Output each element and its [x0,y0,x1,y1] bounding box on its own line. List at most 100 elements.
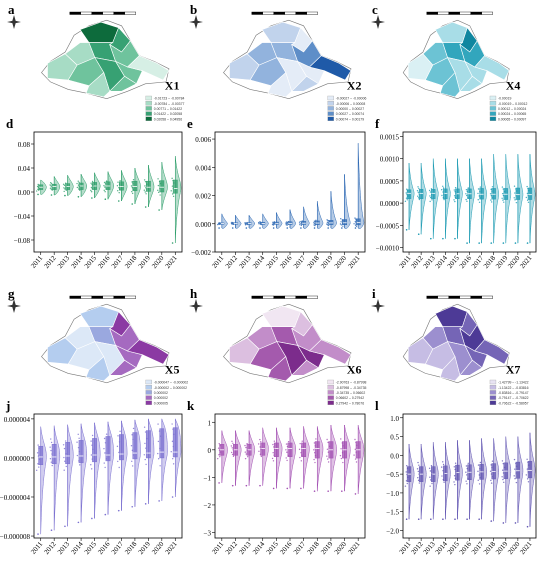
legend-swatch [327,400,334,405]
data-point [232,455,235,458]
data-point [231,447,233,449]
x-tick-label: 2013 [237,540,252,556]
x-tick-label: 2020 [150,254,165,270]
data-point [260,455,263,458]
data-point [259,446,261,448]
legend-swatch [489,395,497,400]
data-point [217,222,220,225]
scale-bar-segment [470,11,482,15]
data-point [76,454,79,457]
region-polygon [126,339,170,365]
y-tick-label: 0.000004 [4,416,31,424]
outlier-point [117,509,120,512]
data-point [513,197,515,199]
outlier-point [91,517,93,520]
data-point [526,185,528,188]
x-tick-label: 2014 [434,540,449,556]
data-point [157,423,159,425]
data-point [528,464,530,466]
legend-label: 0.00027 – 0.00074 [336,112,364,116]
data-point [429,195,431,197]
data-point [118,451,120,454]
x-tick-label: 2021 [518,540,533,556]
panel-label-k: k [187,398,195,413]
data-point [513,458,516,461]
data-point [117,460,119,463]
data-point [219,444,221,447]
data-point [490,482,493,484]
data-point [417,191,420,194]
data-point [528,189,530,192]
legend-swatch [327,106,334,111]
region-polygon [114,344,143,369]
violin-shape [107,421,114,515]
data-point [259,221,261,223]
violin-shape [357,143,365,229]
scale-bar-segment [448,11,460,15]
y-tick-label: 0.000 [195,221,211,229]
data-point [341,222,344,224]
outlier-point [514,242,517,244]
data-point [172,179,174,182]
data-point [355,218,357,220]
data-point [64,440,67,442]
data-point [300,222,302,225]
data-point [513,185,516,187]
scale-bar-segment [481,295,493,299]
data-point [300,451,302,454]
data-point [145,193,147,195]
panel-label-c: c [372,2,378,17]
data-point [443,481,445,483]
legend-swatch [145,101,152,106]
data-point [441,475,443,477]
x-tick-label: 2012 [43,540,58,556]
violin-shape [40,426,47,535]
data-point [159,435,162,437]
violin-shape [80,173,87,198]
data-point [77,446,80,449]
data-point [50,185,52,187]
data-point [490,194,493,197]
data-point [326,219,328,221]
data-point [354,458,357,460]
legend-swatch [145,95,152,101]
data-point [355,222,357,224]
legend-label: 0.000005 [154,401,168,405]
data-point [144,431,147,433]
data-point [405,471,407,473]
legend-swatch [145,390,152,395]
data-point [514,478,516,480]
y-tick-label: −0.0010 [376,245,400,253]
data-point [502,188,504,190]
violin-shape [67,424,74,527]
data-point [271,457,274,460]
data-point [340,218,342,220]
data-point [478,483,481,485]
outlier-point [454,518,456,521]
violin-shape [408,444,415,520]
data-point [257,443,260,445]
data-point [300,224,303,227]
data-point [406,482,408,485]
violin-shape [248,215,256,229]
outlier-point [454,237,456,240]
violin-shape [80,423,87,523]
data-point [172,195,175,198]
data-point [341,442,343,444]
x-tick-label: 2011 [210,540,225,556]
data-point [417,195,419,197]
data-point [406,199,408,201]
data-point [172,445,175,448]
y-tick-label: −0.0005 [376,222,400,230]
data-point [64,188,66,190]
region-polygon [474,339,510,365]
outlier-point [50,529,53,531]
map-panel-i: i X7 -1.42799 – -1.13422-1.13422 – -0.8381… [371,286,529,405]
x-tick-label: 2018 [482,254,497,270]
legend-label: 0.00065 – 0.00097 [498,117,526,121]
y-tick-label: 0.004 [195,164,211,172]
outlier-point [231,484,234,487]
data-point [285,457,287,459]
region-polygon [308,339,352,365]
data-point [479,476,481,479]
